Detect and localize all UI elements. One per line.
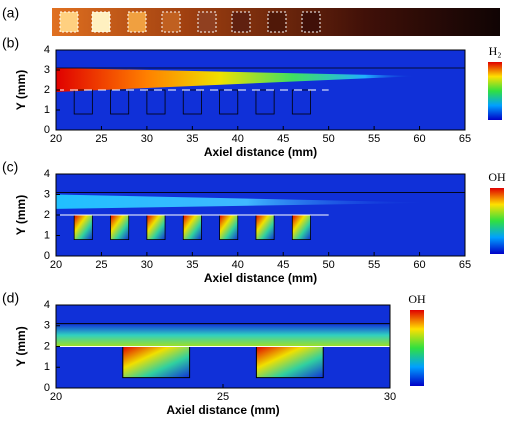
x-tick-label: 30 — [384, 391, 396, 403]
x-tick-label: 25 — [95, 133, 107, 145]
colorbar-label: H₂ — [489, 44, 502, 58]
x-tick-label: 25 — [217, 391, 229, 403]
panel-label: (a) — [2, 5, 19, 21]
x-axis-label: Axiel distance (mm) — [204, 271, 317, 285]
x-tick-label: 45 — [277, 259, 289, 271]
y-axis-label: Y (mm) — [14, 195, 28, 235]
y-tick-label: 2 — [44, 84, 50, 96]
contour-field — [56, 174, 465, 256]
y-tick-label: 1 — [44, 104, 50, 116]
x-tick-label: 65 — [459, 133, 471, 145]
y-axis-label: Y (mm) — [14, 70, 28, 110]
y-tick-label: 3 — [44, 188, 50, 200]
y-tick-label: 3 — [44, 320, 50, 332]
colorbar — [488, 62, 502, 120]
cavity — [220, 215, 238, 240]
x-tick-label: 60 — [413, 259, 425, 271]
x-axis-label: Axiel distance (mm) — [204, 145, 317, 159]
x-tick-label: 35 — [186, 259, 198, 271]
y-tick-label: 2 — [44, 209, 50, 221]
x-tick-label: 20 — [50, 391, 62, 403]
x-tick-label: 50 — [323, 133, 335, 145]
cavity — [123, 347, 190, 378]
contour-field — [56, 305, 390, 388]
x-tick-label: 60 — [413, 133, 425, 145]
x-tick-label: 55 — [368, 133, 380, 145]
y-tick-label: 1 — [44, 229, 50, 241]
x-tick-label: 55 — [368, 259, 380, 271]
x-tick-label: 35 — [186, 133, 198, 145]
cavity — [147, 215, 165, 240]
flame-image — [52, 8, 500, 36]
panel-label: (c) — [2, 159, 18, 175]
x-tick-label: 20 — [50, 259, 62, 271]
colorbar — [490, 188, 504, 254]
cavity — [183, 215, 201, 240]
panel-label: (d) — [2, 290, 19, 306]
cavity — [74, 215, 92, 240]
cavity — [111, 215, 129, 240]
colorbar-label: OH — [408, 292, 426, 306]
cavity — [292, 215, 310, 240]
y-axis-label: Y (mm) — [14, 326, 28, 366]
y-tick-label: 0 — [44, 382, 50, 394]
y-tick-label: 3 — [44, 64, 50, 76]
panel-label: (b) — [2, 35, 19, 51]
x-tick-label: 40 — [232, 259, 244, 271]
y-tick-label: 1 — [44, 361, 50, 373]
y-tick-label: 2 — [44, 340, 50, 352]
x-axis-label: Axiel distance (mm) — [166, 403, 279, 417]
cavity — [256, 347, 323, 378]
x-tick-label: 65 — [459, 259, 471, 271]
jet-band — [56, 324, 390, 347]
x-tick-label: 25 — [95, 259, 107, 271]
figure: (a) 2025303540455055606501234Axiel dista… — [0, 0, 518, 421]
x-tick-label: 40 — [232, 133, 244, 145]
x-tick-label: 20 — [50, 133, 62, 145]
colorbar-label: OH — [488, 170, 506, 184]
x-tick-label: 50 — [323, 259, 335, 271]
y-tick-label: 0 — [44, 250, 50, 262]
contour-field — [56, 50, 465, 130]
y-tick-label: 4 — [44, 299, 50, 311]
cavity — [256, 215, 274, 240]
x-tick-label: 45 — [277, 133, 289, 145]
x-tick-label: 30 — [141, 133, 153, 145]
y-tick-label: 0 — [44, 124, 50, 136]
y-tick-label: 4 — [44, 44, 50, 56]
y-tick-label: 4 — [44, 168, 50, 180]
colorbar — [410, 310, 424, 386]
x-tick-label: 30 — [141, 259, 153, 271]
